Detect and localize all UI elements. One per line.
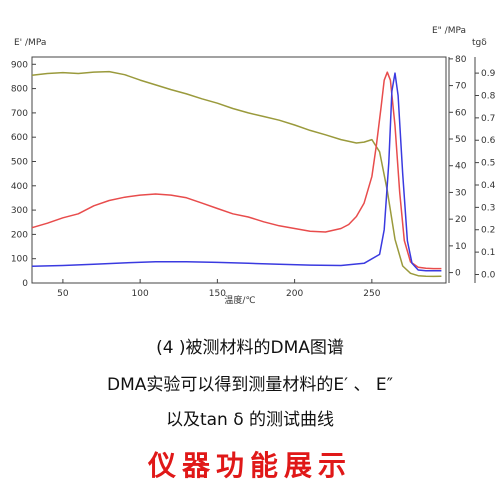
y-left-tick-label: 100 — [11, 255, 28, 265]
y-left-tick-label: 900 — [11, 60, 28, 70]
y-right2-tick-label: 0.9 — [481, 69, 496, 79]
y-left-tick-label: 600 — [11, 133, 28, 143]
y-left-tick-label: 800 — [11, 85, 28, 95]
y-left-tick-label: 200 — [11, 230, 28, 240]
tan-delta-line — [31, 72, 442, 272]
y-right1-tick-label: 70 — [455, 82, 467, 92]
storage-modulus-line — [31, 70, 442, 278]
y-right1-tick-label: 80 — [455, 55, 467, 65]
x-tick-label: 100 — [132, 289, 149, 299]
y-left-tick-label: 700 — [11, 109, 28, 119]
y-left-tick-label: 0 — [22, 279, 28, 289]
y-left-tick-label: 400 — [11, 182, 28, 192]
y-right2-tick-label: 0.1 — [481, 248, 495, 258]
y-right1-tick-label: 40 — [455, 162, 467, 172]
y-right2-tick-label: 0.3 — [481, 203, 495, 213]
y-right2-tick-label: 0.7 — [481, 114, 495, 124]
y-right1-tick-label: 20 — [455, 215, 467, 225]
y-right2-tick-label: 0.2 — [481, 226, 495, 236]
y-left-tick-label: 300 — [11, 206, 28, 216]
y-right1-tick-label: 60 — [455, 108, 467, 118]
y-right1-tick-label: 30 — [455, 188, 467, 198]
axes-layer: 50 100 150 200 25001002003004005006007008009… — [11, 55, 496, 299]
y-left-tick-label: 500 — [11, 157, 28, 167]
y-right2-tick-label: 0.5 — [481, 159, 495, 169]
x-tick-label: 250 — [363, 289, 380, 299]
y-right1-tick-label: 10 — [455, 242, 467, 252]
caption-line-1: (4 )被测材料的DMA图谱 — [156, 338, 344, 358]
caption-line-2: DMA实验可以得到测量材料的E′ 、 E″ — [107, 375, 393, 395]
series-layer — [31, 70, 442, 278]
y-right1-tick-label: 50 — [455, 135, 467, 145]
section-title: 仪器功能展示 — [147, 449, 352, 482]
y-right2-tick-label: 0.4 — [481, 181, 496, 191]
x-axis-label: 温度/℃ — [224, 294, 255, 306]
caption-line-3: 以及tan δ 的测试曲线 — [165, 410, 335, 430]
y-right2-tick-label: 0.6 — [481, 136, 496, 146]
plot-frame — [31, 56, 447, 284]
x-tick-label: 200 — [286, 289, 303, 299]
y-right2-tick-label: 0.0 — [481, 270, 496, 280]
y-right1-tick-label: 0 — [455, 269, 461, 279]
x-tick-label: 150 — [209, 289, 226, 299]
x-tick-label: 50 — [57, 289, 69, 299]
loss-modulus-line — [31, 71, 442, 270]
y-right2-tick-label: 0.8 — [481, 91, 496, 101]
dma-chart: 50 100 150 200 25001002003004005006007008009… — [11, 26, 496, 306]
y-axis-left-label: E' /MPa — [14, 38, 46, 48]
y-axis-right-label-e-double-prime: E" /MPa — [432, 26, 466, 36]
y-axis-right-label-tgdelta: tgδ — [472, 38, 487, 48]
